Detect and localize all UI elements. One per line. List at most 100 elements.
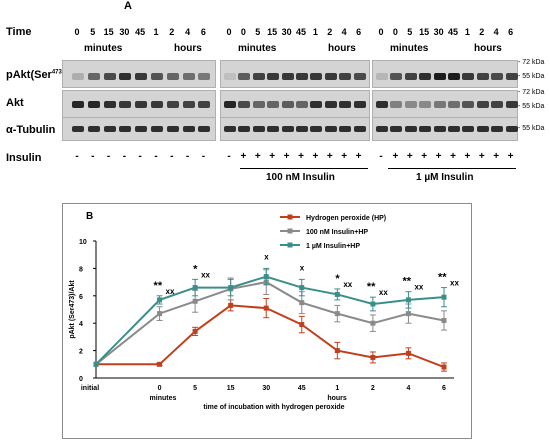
insulin-minus-mark: - [201, 151, 206, 162]
blot-band [281, 126, 294, 132]
blot-band [238, 100, 251, 108]
insulin-row-label: Insulin [6, 152, 42, 164]
blot-band [505, 126, 518, 132]
blot-band [87, 100, 100, 108]
data-point [370, 320, 376, 326]
insulin-plus-mark: + [421, 151, 428, 162]
insulin-plus-mark: + [240, 151, 247, 162]
blot-band [419, 72, 432, 80]
blot-band [224, 126, 236, 132]
blot-band [296, 72, 308, 80]
series-line [96, 304, 445, 368]
group-label-1um: 1 µM Insulin [416, 172, 474, 183]
significance-annotation: xx [343, 280, 352, 289]
hours-label-3: hours [474, 43, 502, 54]
y-tick-label: 0 [79, 376, 83, 383]
blot-band [238, 126, 251, 132]
x-tick-label: 2 [371, 385, 375, 392]
blot-band [135, 126, 148, 132]
insulin-plus-mark: + [464, 151, 471, 162]
blot-band [267, 72, 280, 80]
blot-band [296, 100, 308, 108]
kda-marker-55-b: - 55 kDa [518, 103, 545, 110]
legend-label: 1 µM Insulin+HP [306, 243, 360, 250]
time-tick: 5 [255, 27, 261, 37]
blot-panel [372, 60, 518, 88]
legend-marker [287, 242, 293, 248]
time-row-label: Time [6, 26, 32, 38]
insulin-minus-mark: - [138, 151, 142, 162]
blot-band [353, 126, 366, 132]
data-point [405, 350, 411, 356]
data-point [299, 322, 305, 328]
significance-annotation: xx [379, 288, 388, 297]
blot-band [491, 72, 504, 80]
blot-band [324, 126, 337, 132]
data-point [263, 305, 269, 311]
insulin-plus-mark: + [298, 151, 304, 162]
x-group-minutes: minutes [150, 395, 177, 402]
data-point [192, 328, 198, 334]
kda-marker-55-c: - 55 kDa [518, 125, 545, 132]
blot-band [339, 72, 352, 80]
blot-band [476, 72, 489, 80]
blot-band [103, 72, 116, 80]
blot-band [267, 126, 280, 132]
blot-panel [372, 117, 518, 141]
insulin-plus-mark: + [283, 151, 290, 162]
blot-band [296, 126, 308, 132]
significance-annotation: * [335, 273, 340, 285]
time-tick: 4 [341, 27, 347, 37]
blot-band [103, 100, 116, 108]
insulin-plus-mark: + [493, 151, 500, 162]
insulin-minus-mark: - [170, 151, 174, 162]
group-underline-3 [388, 168, 516, 169]
legend-marker [287, 228, 293, 234]
blot-band [491, 100, 504, 108]
blot-band [376, 100, 388, 108]
blot-band [151, 72, 163, 80]
x-tick-label: 30 [262, 385, 270, 392]
time-tick: 15 [267, 27, 278, 37]
blot-band [339, 126, 352, 132]
series-line [95, 275, 445, 366]
time-tick: 2 [327, 27, 333, 37]
blot-band [252, 126, 265, 132]
blot-band [448, 100, 460, 108]
insulin-plus-mark: + [450, 151, 456, 162]
row-label-tubulin: α-Tubulin [6, 124, 56, 136]
panel-b-label: B [86, 211, 93, 222]
blot-band [87, 72, 100, 80]
blot-band [462, 126, 475, 132]
blot-band [135, 100, 148, 108]
x-tick-label: 15 [227, 385, 235, 392]
kda-marker-72-a: - 72 kDa [518, 59, 545, 66]
insulin-plus-mark: + [254, 151, 261, 162]
blot-band [224, 72, 236, 80]
blot-band [267, 100, 280, 108]
y-tick-label: 6 [79, 294, 83, 301]
blot-band [404, 100, 417, 108]
blot-band [72, 72, 84, 80]
blot-band [87, 126, 100, 132]
blot-band [390, 72, 403, 80]
blot-band [353, 72, 366, 80]
time-tick: 45 [447, 27, 458, 37]
blot-band [72, 100, 84, 108]
significance-annotation: ** [402, 276, 411, 288]
time-tick: 0 [226, 27, 232, 37]
time-tick: 0 [240, 27, 246, 37]
blot-band [491, 126, 504, 132]
data-point [441, 364, 447, 370]
blot-band [404, 126, 417, 132]
x-tick-label: 6 [442, 385, 446, 392]
data-point [228, 285, 234, 291]
y-tick-label: 8 [79, 266, 83, 273]
blot-band [448, 126, 460, 132]
time-tick: 45 [295, 27, 306, 37]
insulin-minus-mark: - [379, 151, 383, 162]
data-point [441, 317, 447, 323]
time-tick: 45 [135, 27, 146, 37]
time-tick: 0 [74, 27, 80, 37]
legend-label: 100 nM Insulin+HP [306, 229, 368, 236]
